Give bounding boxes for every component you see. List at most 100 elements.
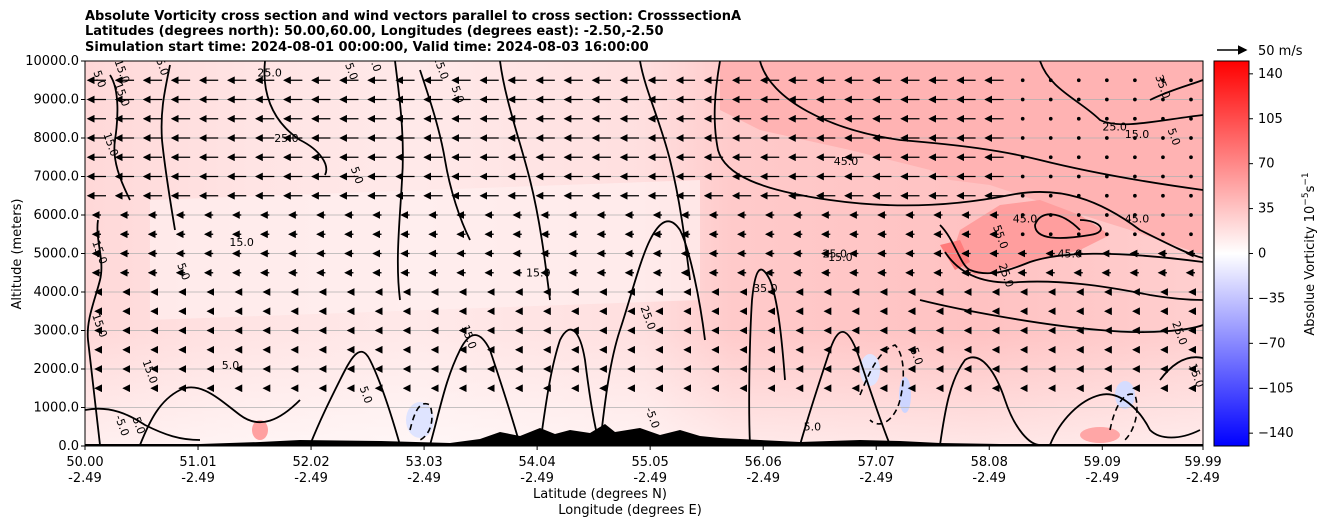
y-tick-label: 2000.0 — [34, 362, 80, 377]
x-tick-label-lon: -2.49 — [181, 471, 215, 486]
wind-vector-dot — [1104, 155, 1109, 160]
wind-vector-dot — [1189, 155, 1193, 160]
negative-contour-lines — [409, 344, 1138, 441]
title-line-3: Simulation start time: 2024-08-01 00:00:… — [85, 40, 649, 55]
wind-vector-dot — [1189, 232, 1193, 237]
contour-label: 45.0 — [1125, 213, 1150, 226]
wind-vector-dot — [1076, 97, 1081, 102]
wind-vector-dot — [1133, 97, 1137, 102]
wind-vector-dot — [1048, 97, 1053, 102]
y-axis-label: Altitude (meters) — [10, 199, 25, 310]
wind-vector-dot — [1020, 232, 1025, 237]
x-tick-label-lat: 52.02 — [292, 455, 329, 470]
wind-vector-dot — [1020, 193, 1025, 198]
x-tick-label-lon: -2.49 — [520, 471, 554, 486]
wind-vector-dot — [1076, 193, 1081, 198]
title-line-2: Latitudes (degrees north): 50.00,60.00, … — [85, 24, 664, 39]
wind-vector-dot — [1104, 78, 1109, 83]
x-tick-label-lat: 53.03 — [405, 455, 442, 470]
wind-vector-dot — [1133, 136, 1137, 140]
contour-label: 5.0 — [130, 415, 148, 436]
x-tick-label-lat: 54.04 — [519, 455, 556, 470]
wind-vector-dot — [1020, 97, 1025, 102]
y-axis: 0.0 1000.0 2000.0 3000.0 4000.0 5000.0 6000.0 7… — [25, 54, 85, 454]
contour-label: 5.0 — [222, 359, 240, 372]
wind-vector-dot — [1048, 136, 1053, 140]
contour-label: 25.0 — [257, 66, 282, 79]
y-tick-label: 8000.0 — [34, 131, 80, 146]
x-axis: 50.00-2.4951.01-2.4952.02-2.4953.03-2.49… — [66, 446, 1222, 486]
x-tick-label-lon: -2.49 — [859, 471, 893, 486]
wind-vector-dot — [1048, 232, 1053, 237]
contour-label: 5.0 — [348, 165, 366, 186]
wind-vectors — [86, 76, 1196, 393]
contour-label: 35.0 — [753, 282, 778, 295]
contour-label: 5.0 — [1165, 126, 1183, 147]
wind-vector-dot — [1104, 97, 1109, 102]
contour-label: 25.0 — [274, 132, 299, 145]
contour-label: 15.0 — [526, 267, 551, 280]
colorbar-tick-label: 35 — [1258, 202, 1275, 217]
wind-vector-dot — [1189, 97, 1193, 102]
wind-vector-dot — [1161, 97, 1165, 102]
wind-vector-dot — [1133, 78, 1137, 83]
colorbar-tick-label: 140 — [1258, 67, 1283, 82]
wind-vector-dot — [1076, 155, 1081, 160]
wind-vector-dot — [1161, 232, 1165, 237]
x-axis-label-lon: Longitude (degrees E) — [558, 503, 702, 518]
x-tick-label-lon: -2.49 — [68, 471, 102, 486]
wind-vector-dot — [1161, 116, 1165, 121]
wind-vector-dot — [1189, 78, 1193, 83]
contour-label: 5.0 — [907, 346, 925, 367]
wind-vector-dot — [1048, 193, 1053, 198]
x-tick-label-lon: -2.49 — [746, 471, 780, 486]
wind-vector-dot — [1076, 174, 1081, 179]
contour-label: 5.0 — [342, 61, 360, 82]
wind-vector-dot — [1104, 174, 1109, 179]
contour-label: 15.0 — [229, 236, 254, 249]
wind-vector-dot — [1161, 213, 1165, 217]
wind-vector-dot — [1133, 116, 1137, 121]
wind-vector-dot — [1076, 213, 1081, 217]
wind-vector-dot — [1076, 78, 1081, 83]
wind-vector-dot — [1161, 78, 1165, 83]
wind-vector-dot — [1076, 232, 1081, 237]
wind-vector-dot — [1048, 78, 1053, 83]
wind-vector-dot — [1133, 213, 1137, 217]
y-tick-label: 0.0 — [58, 439, 79, 454]
y-tick-label: 4000.0 — [34, 285, 80, 300]
wind-vector-dot — [1133, 232, 1137, 237]
y-tick-label: 5000.0 — [34, 247, 80, 262]
wind-vector-dot — [1133, 193, 1137, 198]
colorbar-tick-label: −105 — [1258, 381, 1294, 396]
colorbar-tick-label: 70 — [1258, 157, 1275, 172]
contour-label: 25.0 — [1136, 51, 1161, 64]
colorbar — [1213, 60, 1250, 447]
colorbar-tick-label: −35 — [1258, 291, 1285, 306]
wind-vector-dot — [1020, 78, 1025, 83]
x-tick-label-lat: 58.08 — [971, 455, 1008, 470]
x-tick-label-lat: 57.07 — [858, 455, 895, 470]
wind-vector-dot — [1076, 116, 1081, 121]
wind-vector-dot — [1048, 174, 1053, 179]
contour-label: 45.0 — [1013, 213, 1038, 226]
wind-vector-dot — [1020, 136, 1025, 140]
wind-vector-dot — [1076, 136, 1081, 140]
contour-label: 5.0 — [448, 84, 466, 105]
colorbar-tick-label: −140 — [1258, 426, 1294, 441]
wind-vector-dot — [1048, 116, 1053, 121]
wind-vector-dot — [1189, 136, 1193, 140]
wind-vector-dot — [1020, 174, 1025, 179]
contour-label: 15.0 — [1125, 128, 1150, 141]
wind-vector-dot — [1161, 136, 1165, 140]
x-tick-label-lon: -2.49 — [1186, 471, 1220, 486]
contour-label: 25.0 — [823, 247, 848, 260]
contour-label: 15.0 — [828, 251, 853, 264]
wind-vector-dot — [1020, 213, 1025, 217]
wind-vector-dot — [1189, 213, 1193, 217]
contour-label: 45.0 — [834, 155, 859, 168]
y-tick-label: 1000.0 — [34, 401, 80, 416]
wind-vector-dot — [1020, 116, 1025, 121]
wind-vector-dot — [1048, 155, 1053, 160]
